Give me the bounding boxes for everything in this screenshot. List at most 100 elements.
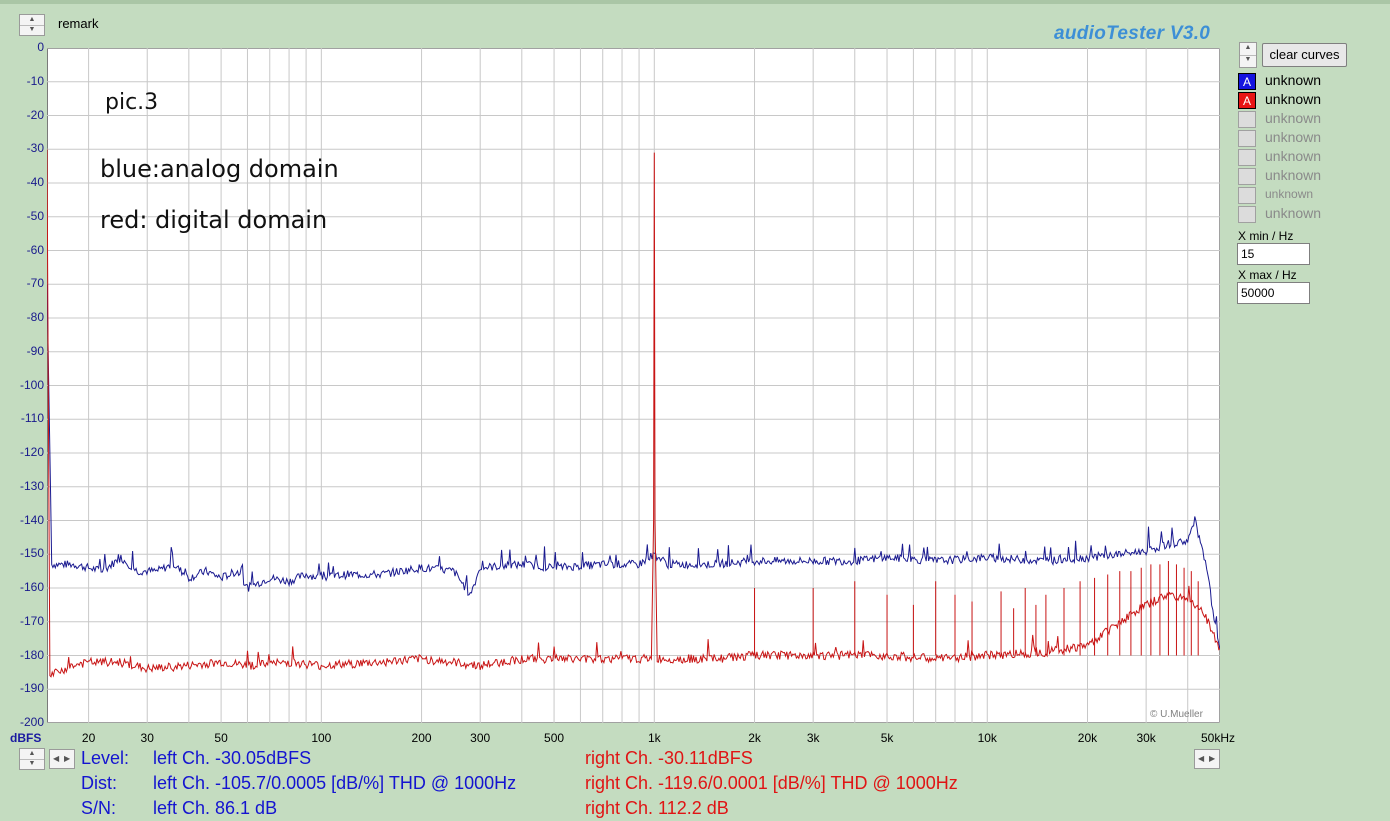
level-right-value: right Ch. -30.11dBFS: [585, 748, 753, 768]
curve-digital-red: [47, 149, 1220, 678]
curves-spinner[interactable]: ▲ ▼: [1239, 42, 1257, 68]
x-tick-label: 20: [81, 731, 96, 745]
xmax-input[interactable]: 50000: [1237, 282, 1310, 304]
y-tick-label: -160: [19, 580, 44, 594]
remark-label: remark: [58, 16, 99, 31]
yscale-spinner[interactable]: ▲ ▼: [19, 748, 45, 770]
app-title: audioTester V3.0: [1054, 23, 1211, 44]
curve-toggle-5[interactable]: [1238, 149, 1256, 166]
curve-toggle-7[interactable]: [1238, 187, 1256, 204]
dist-right-value: right Ch. -119.6/0.0001 [dB/%] THD @ 100…: [585, 773, 958, 793]
y-tick-label: -30: [26, 141, 44, 156]
xscroll-right-spinner[interactable]: ◀ ▶: [1194, 749, 1220, 769]
x-tick-label: 50: [214, 731, 228, 745]
sn-label: S/N:: [81, 798, 117, 818]
curve-label: unknown: [1265, 72, 1322, 88]
curve-toggle-2[interactable]: A: [1238, 92, 1256, 109]
curve-toggle-4[interactable]: [1238, 130, 1256, 147]
annotation-red: red: digital domain: [100, 206, 328, 234]
spin-down-icon[interactable]: ▼: [28, 26, 36, 33]
x-tick-label: 200: [411, 731, 432, 745]
y-tick-label: -150: [19, 546, 44, 561]
dist-left-value: left Ch. -105.7/0.0005 [dB/%] THD @ 1000…: [153, 773, 517, 793]
y-tick-label: -110: [20, 411, 44, 426]
curve-toggle-3[interactable]: [1238, 111, 1256, 128]
y-tick-label: -120: [19, 445, 44, 459]
curve-item-4[interactable]: unknown: [1238, 129, 1358, 148]
curve-analog-blue: [47, 284, 1220, 649]
y-tick-label: -170: [19, 613, 44, 628]
arrow-left-icon[interactable]: ◀: [53, 754, 60, 763]
y-tick-label: -50: [26, 208, 44, 223]
curve-item-6[interactable]: unknown: [1238, 167, 1358, 186]
y-tick-label: -80: [26, 310, 44, 324]
x-tick-label: 3k: [806, 731, 820, 745]
level-label: Level:: [81, 748, 130, 768]
clear-curves-button[interactable]: clear curves: [1262, 43, 1347, 67]
plot-grid: [47, 48, 1220, 723]
plot-curves: [47, 149, 1220, 678]
curve-label: unknown: [1265, 148, 1322, 164]
arrow-right-icon[interactable]: ▶: [64, 754, 71, 763]
xmin-input[interactable]: 15: [1237, 243, 1310, 265]
y-tick-label: -190: [19, 681, 44, 696]
y-tick-label: -20: [26, 107, 44, 122]
y-tick-label: -60: [26, 242, 44, 257]
sn-right-value: right Ch. 112.2 dB: [585, 798, 729, 818]
annotation-title: pic.3: [105, 90, 159, 115]
x-tick-label: 20k: [1077, 731, 1098, 745]
curve-toggle-8[interactable]: [1238, 206, 1256, 223]
copyright-label: © U.Mueller: [1150, 709, 1203, 720]
arrow-left-icon[interactable]: ◀: [1198, 754, 1205, 763]
curve-label: unknown: [1265, 167, 1322, 183]
x-tick-label: 30k: [1136, 731, 1156, 745]
y-tick-label: -130: [19, 478, 44, 493]
x-tick-label: 10k: [977, 731, 997, 745]
remark-spinner[interactable]: ▲ ▼: [19, 14, 45, 36]
curve-label: unknown: [1265, 187, 1314, 201]
curve-toggle-6[interactable]: [1238, 168, 1256, 185]
x-tick-label: 30: [140, 731, 154, 745]
curve-label: unknown: [1265, 91, 1322, 107]
dist-label: Dist:: [81, 773, 117, 793]
x-tick-label: 100: [311, 731, 332, 745]
xmax-label: X max / Hz: [1238, 268, 1297, 282]
sn-left-value: left Ch. 86.1 dB: [153, 798, 278, 818]
y-tick-label: -200: [19, 715, 44, 729]
spin-down-icon[interactable]: ▼: [1244, 56, 1252, 63]
curve-label: unknown: [1265, 205, 1322, 221]
spin-down-icon[interactable]: ▼: [28, 760, 36, 767]
curve-item-5[interactable]: unknown: [1238, 148, 1358, 167]
x-tick-label: 1k: [647, 731, 661, 745]
spin-up-icon[interactable]: ▲: [20, 15, 44, 26]
annotation-blue: blue:analog domain: [100, 155, 339, 183]
top-border: [0, 0, 1390, 4]
x-axis-unit: 50kHz: [1201, 731, 1236, 745]
curve-item-2[interactable]: A unknown: [1238, 91, 1358, 110]
curve-item-8[interactable]: unknown: [1238, 205, 1358, 224]
y-tick-label: -100: [19, 377, 44, 392]
curve-toggle-1[interactable]: A: [1238, 73, 1256, 90]
y-tick-label: -70: [26, 276, 44, 291]
curve-item-7[interactable]: unknown: [1238, 186, 1358, 205]
y-tick-label: -180: [19, 647, 44, 662]
y-tick-label: -10: [26, 73, 44, 88]
arrow-right-icon[interactable]: ▶: [1209, 754, 1216, 763]
curve-item-3[interactable]: unknown: [1238, 110, 1358, 129]
y-axis-unit: dBFS: [10, 731, 42, 745]
spin-up-icon[interactable]: ▲: [20, 749, 44, 760]
xscroll-left-spinner[interactable]: ◀ ▶: [49, 749, 75, 769]
level-left-value: left Ch. -30.05dBFS: [153, 748, 312, 768]
curve-item-1[interactable]: A unknown: [1238, 72, 1358, 91]
x-tick-label: 2k: [748, 731, 761, 745]
x-tick-label: 500: [544, 731, 565, 745]
y-tick-label: -40: [26, 175, 44, 189]
curve-label: unknown: [1265, 129, 1322, 145]
spin-up-icon[interactable]: ▲: [1240, 43, 1256, 56]
x-tick-label: 5k: [880, 731, 894, 745]
xmin-label: X min / Hz: [1238, 229, 1294, 243]
curve-label: unknown: [1265, 110, 1322, 126]
spectrum-plot: [47, 48, 1220, 723]
x-tick-label: 300: [470, 731, 491, 745]
y-tick-label: 0: [37, 40, 44, 54]
